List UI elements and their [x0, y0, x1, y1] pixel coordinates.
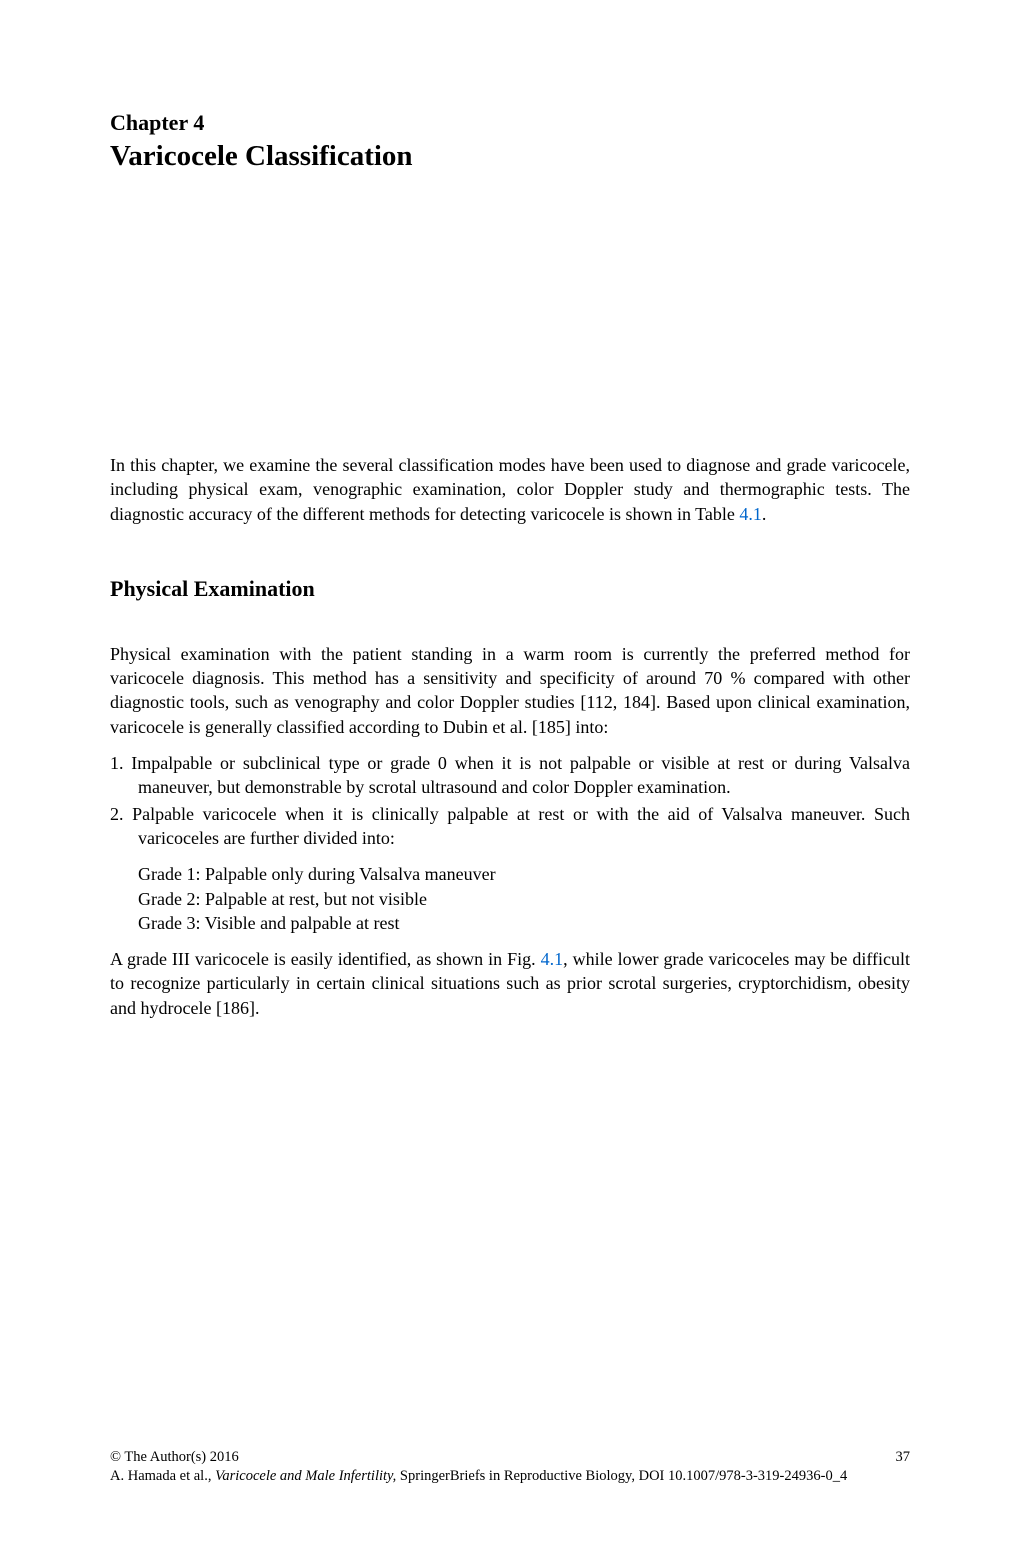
table-reference[interactable]: 4.1 [739, 504, 762, 524]
figure-reference[interactable]: 4.1 [541, 949, 564, 969]
page-number: 37 [896, 1448, 911, 1467]
citation-series: SpringerBriefs in Reproductive Biology, … [396, 1468, 847, 1484]
citation-authors: A. Hamada et al., [110, 1468, 215, 1484]
copyright-text: © The Author(s) 2016 [110, 1448, 239, 1467]
intro-paragraph: In this chapter, we examine the several … [110, 453, 910, 526]
intro-end: . [762, 504, 767, 524]
grade-3-line: Grade 3: Visible and palpable at rest [110, 911, 910, 935]
section-para-2: A grade III varicocele is easily identif… [110, 947, 910, 1020]
chapter-title: Varicocele Classification [110, 140, 910, 173]
citation-line: A. Hamada et al., Varicocele and Male In… [110, 1467, 910, 1486]
section-para-1: Physical examination with the patient st… [110, 642, 910, 739]
grade-2-line: Grade 2: Palpable at rest, but not visib… [110, 887, 910, 911]
list-item: 2. Palpable varicocele when it is clinic… [110, 802, 910, 851]
para2-start: A grade III varicocele is easily identif… [110, 949, 541, 969]
citation-title: Varicocele and Male Infertility, [215, 1468, 396, 1484]
intro-text: In this chapter, we examine the several … [110, 455, 910, 524]
classification-list: 1. Impalpable or subclinical type or gra… [110, 751, 910, 850]
grade-1-line: Grade 1: Palpable only during Valsalva m… [110, 862, 910, 886]
page-footer: © The Author(s) 2016 37 A. Hamada et al.… [110, 1448, 910, 1486]
chapter-label: Chapter 4 [110, 110, 910, 136]
section-heading: Physical Examination [110, 576, 910, 602]
list-item: 1. Impalpable or subclinical type or gra… [110, 751, 910, 800]
